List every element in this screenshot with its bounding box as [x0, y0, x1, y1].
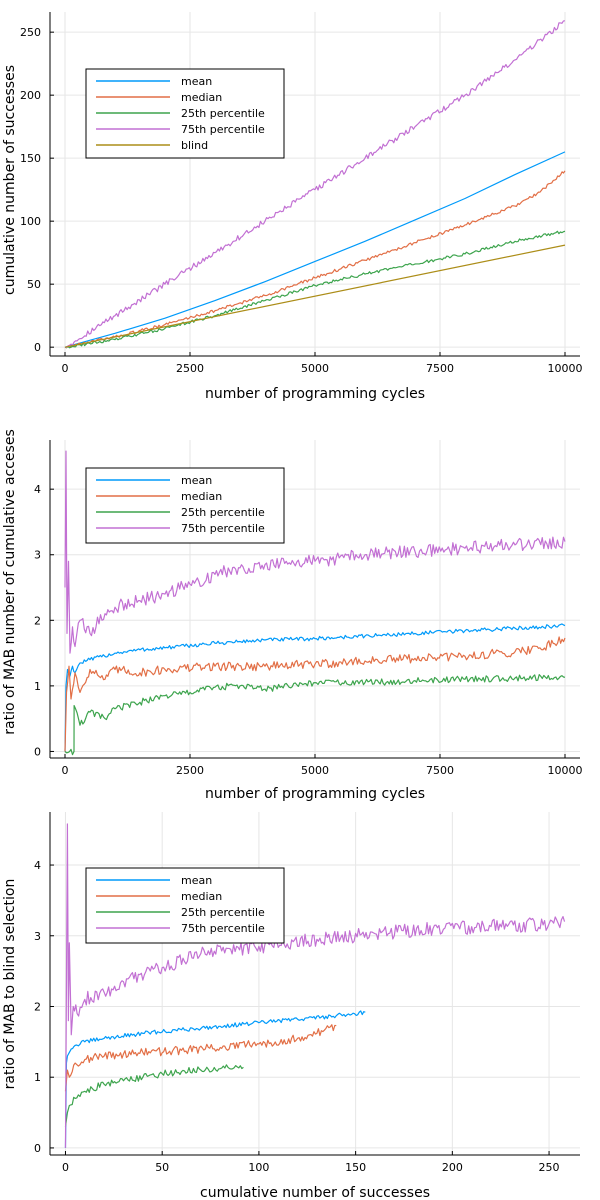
series-25th-percentile-line [64, 673, 566, 756]
subplot-successes: 0 2500 5000 7500 10000 0 50 100 150 200 250 number… [2, 12, 583, 402]
y-tick-label: 3 [34, 549, 41, 562]
plot-area [64, 450, 566, 756]
y-tick-label: 0 [34, 1142, 41, 1155]
x-tick-label: 7500 [426, 764, 454, 777]
x-tick-label: 2500 [176, 764, 204, 777]
axes-frame: 0 50 100 150 200 250 0 1 2 3 4 [34, 812, 580, 1174]
y-tick-label: 250 [20, 26, 41, 39]
x-tick-label: 7500 [426, 362, 454, 375]
y-tick-label: 150 [20, 152, 41, 165]
y-axis-label: ratio of MAB number of cumulative accese… [2, 429, 18, 734]
series-mean-line [64, 151, 566, 348]
series-25th-percentile-line [64, 230, 566, 349]
x-tick-label: 2500 [176, 362, 204, 375]
legend: mean median 25th percentile 75th percentile… [85, 68, 285, 159]
series-mean-line [64, 623, 566, 752]
legend-label-75th-percentile: 75th percentile [181, 123, 265, 136]
legend-label-75th-percentile: 75th percentile [181, 922, 265, 935]
x-axis-label: cumulative number of successes [200, 1185, 430, 1200]
legend: mean median 25th percentile 75th percentile [85, 467, 285, 544]
legend-label-25th-percentile: 25th percentile [181, 107, 265, 120]
series-25th-percentile-line [64, 1064, 244, 1127]
legend-label-75th-percentile: 75th percentile [181, 522, 265, 535]
series-median-line [64, 636, 566, 752]
series-blind-line [64, 244, 566, 348]
plot-area [64, 823, 566, 1148]
x-axis-label: number of programming cycles [205, 786, 425, 802]
legend-label-mean: mean [181, 75, 212, 88]
legend-label-median: median [181, 91, 222, 104]
x-tick-label: 250 [539, 1161, 560, 1174]
x-tick-label: 10000 [548, 362, 583, 375]
y-axis-label: ratio of MAB to blind selection [2, 879, 18, 1090]
x-tick-label: 0 [62, 1161, 69, 1174]
plot-area [64, 20, 566, 349]
subplot-cumulative-accesses-ratio: 0 2500 5000 7500 10000 0 1 2 3 4 number of progra… [2, 429, 583, 802]
series-75th-percentile-line [64, 20, 566, 349]
legend-label-median: median [181, 890, 222, 903]
x-tick-label: 100 [248, 1161, 269, 1174]
y-tick-label: 1 [34, 1071, 41, 1084]
x-tick-label: 10000 [548, 764, 583, 777]
x-tick-label: 200 [442, 1161, 463, 1174]
x-axis-label: number of programming cycles [205, 386, 425, 402]
x-tick-label: 5000 [301, 362, 329, 375]
y-tick-label: 200 [20, 89, 41, 102]
y-tick-label: 4 [34, 483, 41, 496]
subplot-blind-selection-ratio: 0 50 100 150 200 250 0 1 2 3 4 cumulative number o… [2, 812, 580, 1200]
legend-label-median: median [181, 490, 222, 503]
y-tick-label: 2 [34, 1000, 41, 1013]
legend-label-mean: mean [181, 874, 212, 887]
legend-label-mean: mean [181, 474, 212, 487]
x-tick-label: 0 [62, 362, 69, 375]
y-tick-label: 100 [20, 215, 41, 228]
series-75th-percentile-line [64, 450, 566, 654]
axes-frame: 0 2500 5000 7500 10000 0 50 100 150 200 250 [20, 12, 583, 375]
series-mean-line [64, 1010, 366, 1148]
legend-label-25th-percentile: 25th percentile [181, 906, 265, 919]
y-tick-label: 4 [34, 859, 41, 872]
y-tick-label: 0 [34, 341, 41, 354]
x-tick-label: 150 [345, 1161, 366, 1174]
x-tick-label: 0 [62, 764, 69, 777]
y-tick-label: 3 [34, 930, 41, 943]
x-tick-label: 5000 [301, 764, 329, 777]
y-tick-label: 0 [34, 745, 41, 758]
series-median-line [64, 1024, 337, 1092]
y-tick-label: 1 [34, 680, 41, 693]
series-75th-percentile-line [64, 823, 566, 1148]
legend-label-25th-percentile: 25th percentile [181, 506, 265, 519]
y-tick-label: 2 [34, 614, 41, 627]
legend: mean median 25th percentile 75th percentile [85, 867, 285, 944]
y-axis-label: cumulative number of successes [2, 65, 18, 295]
x-tick-label: 50 [155, 1161, 169, 1174]
y-tick-label: 50 [27, 278, 41, 291]
legend-label-blind: blind [181, 139, 208, 152]
